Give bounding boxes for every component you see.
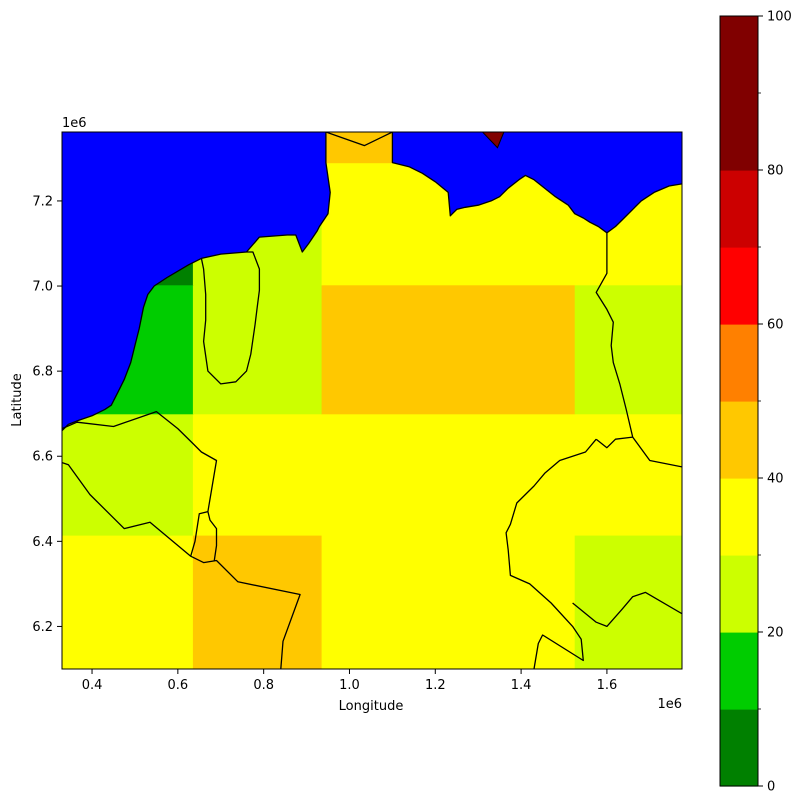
map-plot-area bbox=[61, 131, 683, 670]
border-line bbox=[595, 436, 633, 449]
border-line bbox=[62, 461, 301, 669]
border-line bbox=[391, 132, 682, 234]
colorbar-bin bbox=[720, 709, 758, 787]
border-line bbox=[200, 251, 261, 385]
colorbar-tick-label: 0 bbox=[767, 780, 775, 795]
x-tick-label: 0.4 bbox=[82, 678, 103, 693]
spike-region bbox=[481, 132, 505, 149]
colorbar-bin bbox=[720, 401, 758, 479]
border-line bbox=[207, 511, 218, 561]
colorbar-bin bbox=[720, 247, 758, 325]
colorbar-bin bbox=[720, 632, 758, 710]
heatmap-cell bbox=[321, 535, 576, 669]
border-line bbox=[325, 132, 393, 147]
heatmap-cell bbox=[62, 413, 194, 536]
high-value-spike bbox=[481, 132, 505, 149]
colorbar-tick-label: 40 bbox=[767, 472, 784, 487]
heatmap-cell bbox=[192, 535, 323, 669]
y-tick-label: 7.0 bbox=[32, 280, 53, 295]
x-axis-label: Longitude bbox=[339, 699, 404, 714]
y-tick-label: 6.6 bbox=[32, 450, 53, 465]
water-layer bbox=[62, 132, 682, 431]
x-tick-label: 1.0 bbox=[339, 678, 360, 693]
heatmap-cell bbox=[62, 535, 194, 669]
y-tick-label: 6.2 bbox=[32, 620, 53, 635]
colorbar-bin bbox=[720, 324, 758, 402]
colorbar-bin bbox=[720, 170, 758, 248]
water-region bbox=[392, 132, 682, 233]
border-line bbox=[62, 410, 218, 557]
plot-frame bbox=[61, 131, 683, 670]
y-tick-label: 7.2 bbox=[32, 194, 53, 209]
x-tick-label: 1.2 bbox=[425, 678, 446, 693]
colorbar-bin bbox=[720, 555, 758, 633]
colorbar-bin bbox=[720, 16, 758, 94]
colorbar: 0 20 40 60 80 100 bbox=[719, 10, 792, 795]
colorbar-tick-label: 20 bbox=[767, 626, 784, 641]
x-tick-label: 1.6 bbox=[597, 678, 618, 693]
border-line bbox=[505, 438, 597, 669]
y-tick-label: 6.8 bbox=[32, 365, 53, 380]
colorbar-bin bbox=[720, 93, 758, 171]
heatmap-cell bbox=[192, 413, 682, 536]
colorbar-tick-label: 60 bbox=[767, 318, 784, 333]
heatmap-cell bbox=[321, 284, 576, 415]
colorbar-bins bbox=[720, 16, 758, 787]
heatmap-cells bbox=[62, 132, 682, 669]
y-axis-ticks: 6.2 6.4 6.6 6.8 7.0 7.2 bbox=[32, 194, 62, 635]
border-line bbox=[572, 591, 682, 628]
y-tick-label: 6.4 bbox=[32, 535, 53, 550]
x-axis-ticks: 0.4 0.6 0.8 1.0 1.2 1.4 1.6 bbox=[82, 669, 618, 693]
colorbar-tick-label: 80 bbox=[767, 164, 784, 179]
x-axis-offset-label: 1e6 bbox=[657, 697, 682, 712]
colorbar-ticks: 0 20 40 60 80 100 bbox=[758, 10, 792, 795]
colorbar-bin bbox=[720, 478, 758, 556]
heatmap-cell bbox=[574, 284, 682, 415]
colorbar-tick-label: 100 bbox=[767, 10, 792, 25]
country-borders bbox=[62, 132, 682, 669]
x-tick-label: 1.4 bbox=[511, 678, 532, 693]
x-tick-label: 0.8 bbox=[253, 678, 274, 693]
y-axis-label: Latitude bbox=[10, 373, 25, 427]
water-region bbox=[62, 132, 331, 431]
y-axis-offset-label: 1e6 bbox=[62, 116, 87, 131]
x-tick-label: 0.6 bbox=[168, 678, 189, 693]
border-line bbox=[62, 132, 331, 432]
